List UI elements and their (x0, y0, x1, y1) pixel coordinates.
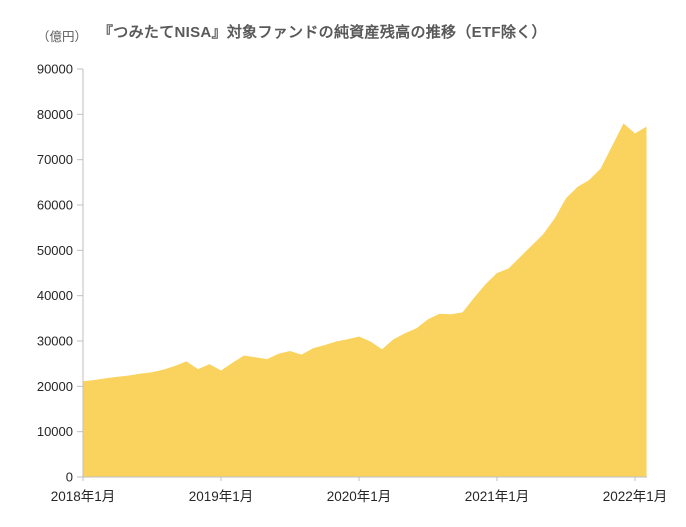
y-axis-tick-label: 50000 (37, 243, 73, 258)
x-axis-tick-label: 2020年1月 (327, 489, 392, 504)
y-axis-ticks (77, 68, 83, 478)
x-axis-labels: 2018年1月 2019年1月 2020年1月 2021年1月 2022年1月 (51, 489, 668, 504)
x-axis-tick-label: 2022年1月 (603, 489, 668, 504)
y-axis-tick-label: 70000 (37, 152, 73, 167)
y-axis-tick-label: 80000 (37, 107, 73, 122)
x-axis-tick-label: 2021年1月 (465, 489, 530, 504)
y-axis-tick-label: 0 (66, 470, 73, 485)
x-axis-tick-label: 2018年1月 (51, 489, 116, 504)
area-series-net-assets (83, 123, 647, 478)
x-axis-tick-label: 2019年1月 (189, 489, 254, 504)
chart-title: 『つみたてNISA』対象ファンドの純資産残高の推移（ETF除く） (98, 24, 547, 41)
y-axis-tick-label: 60000 (37, 198, 73, 213)
x-axis-ticks (82, 477, 636, 481)
y-axis-tick-label: 30000 (37, 334, 73, 349)
y-axis-unit-label: （億円） (37, 30, 88, 44)
y-axis-tick-label: 90000 (37, 62, 73, 77)
y-axis-tick-label: 20000 (37, 379, 73, 394)
y-axis-tick-label: 10000 (37, 424, 73, 439)
y-axis-tick-label: 40000 (37, 288, 73, 303)
y-axis-labels: 0 10000 20000 30000 40000 50000 60000 70000 8000… (37, 62, 73, 485)
